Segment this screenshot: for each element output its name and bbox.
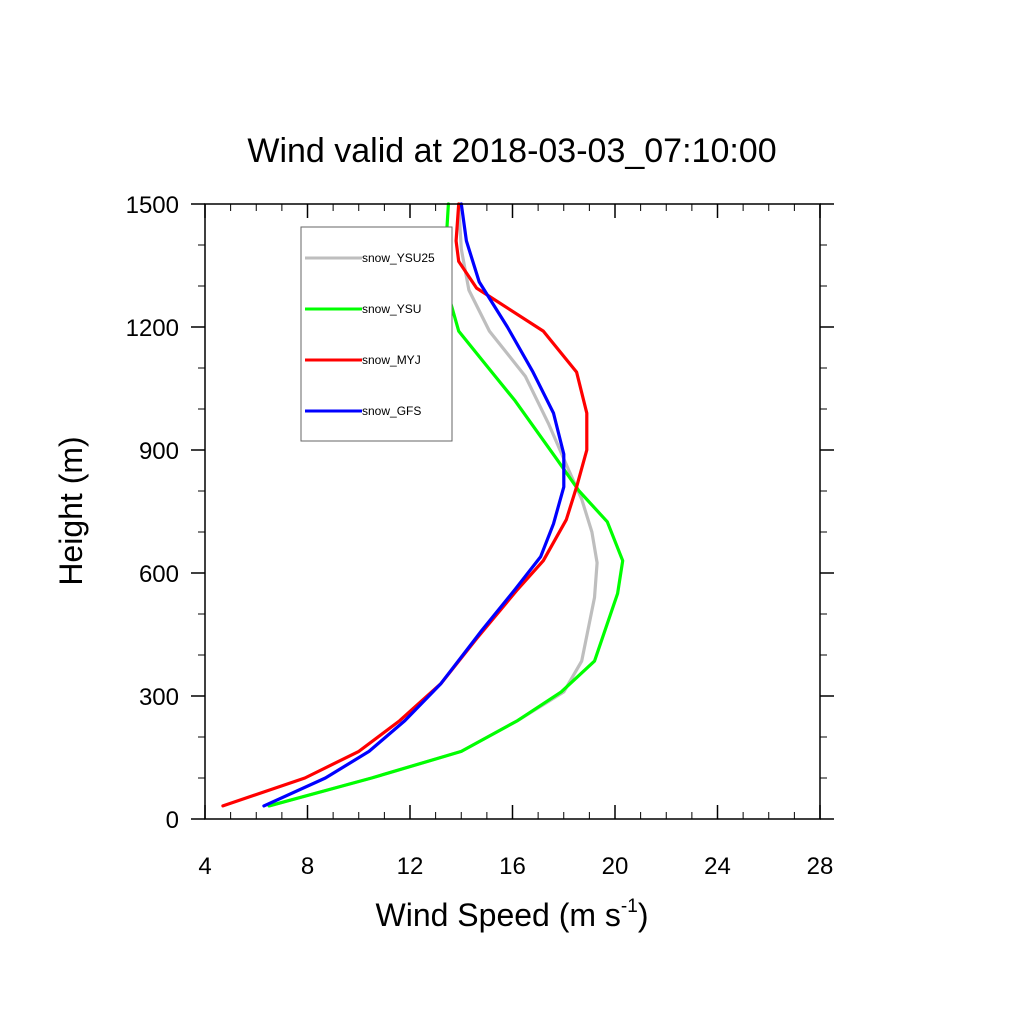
legend-box xyxy=(300,226,453,442)
series-line-snow-gfs xyxy=(262,202,566,808)
legend-label-snow-ysu: snow_YSU xyxy=(362,302,421,316)
series-line-snow-ysu xyxy=(267,202,625,808)
x-tick-label: 16 xyxy=(499,853,526,880)
x-tick-label: 12 xyxy=(397,853,424,880)
x-tick-label: 28 xyxy=(807,853,834,880)
x-axis-label: Wind Speed (m s-1) xyxy=(376,896,649,933)
legend-label-snow-gfs: snow_GFS xyxy=(362,404,421,418)
chart-title: Wind valid at 2018-03-03_07:10:00 xyxy=(247,132,776,170)
y-axis-label: Height (m) xyxy=(53,436,89,585)
x-tick-label: 8 xyxy=(301,853,314,880)
legend: snow_YSU25 snow_YSU snow_MYJ snow_GFS xyxy=(300,226,453,442)
y-tick-label: 900 xyxy=(139,438,179,465)
axes-layer: 4 8 12 16 20 24 28 0 300 600 900 1200 1500 xyxy=(126,192,834,880)
x-tick-label: 4 xyxy=(198,853,211,880)
y-tick-label: 1200 xyxy=(126,315,179,342)
legend-label-snow-ysu25: snow_YSU25 xyxy=(362,251,435,265)
y-tick-label: 0 xyxy=(166,807,179,834)
x-axis-label-superscript: -1 xyxy=(621,896,638,917)
legend-label-snow-myj: snow_MYJ xyxy=(362,353,421,367)
series-line-snow-myj xyxy=(221,202,589,808)
x-tick-label: 20 xyxy=(602,853,629,880)
series-layer xyxy=(221,202,625,808)
x-axis-label-suffix: ) xyxy=(638,897,649,933)
y-tick-label: 1500 xyxy=(126,192,179,219)
y-tick-label: 300 xyxy=(139,684,179,711)
y-tick-label: 600 xyxy=(139,561,179,588)
plot-frame xyxy=(204,203,821,820)
x-axis-label-main: Wind Speed (m s xyxy=(376,897,621,933)
x-tick-label: 24 xyxy=(704,853,731,880)
